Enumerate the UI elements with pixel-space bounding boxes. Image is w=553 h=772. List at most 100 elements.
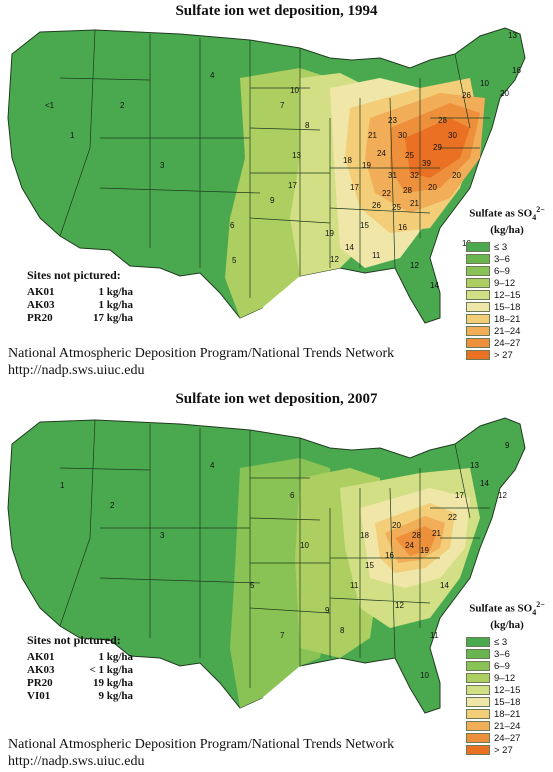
site-label: 18: [360, 531, 369, 540]
site-code: AK03: [27, 664, 55, 676]
legend-items: ≤ 3 3–6 6–9 9–12 12–15 15–18 18–21 21–24 24–27 > …: [466, 637, 548, 756]
map-title: Sulfate ion wet deposition, 2007: [175, 391, 378, 407]
legend-label: 12–15: [494, 684, 521, 696]
legend-item: ≤ 3: [466, 242, 548, 253]
footer-program: National Atmospheric Deposition Program/…: [8, 346, 395, 361]
footer-program: National Atmospheric Deposition Program/…: [8, 737, 395, 752]
site-label: 10: [480, 79, 489, 88]
site-label: 15: [365, 561, 374, 570]
site-row: AK03 1 kg/ha: [27, 299, 133, 312]
site-label: 7: [280, 631, 285, 640]
site-label: 28: [403, 186, 412, 195]
zone-24-27: [395, 526, 437, 556]
site-label: 20: [452, 171, 461, 180]
footer-url: http://nadp.sws.uiuc.edu: [8, 363, 145, 378]
site-label: 17: [288, 181, 297, 190]
site-label: <1: [45, 101, 55, 110]
map-panel-2007: Sulfate ion wet deposition, 2007: [0, 386, 553, 772]
site-label: 2: [120, 101, 125, 110]
map-title: Sulfate ion wet deposition, 1994: [175, 3, 378, 19]
legend-swatch: [466, 302, 490, 313]
legend-item: > 27: [466, 745, 548, 756]
site-label: 25: [392, 203, 401, 212]
sites-not-pictured-title: Sites not pictured:: [27, 268, 121, 282]
site-row: VI01 9 kg/ha: [27, 690, 133, 703]
site-label: 5: [232, 256, 237, 265]
legend-label: 21–24: [494, 720, 521, 732]
site-label: 20: [428, 183, 437, 192]
legend-label: ≤ 3: [494, 241, 508, 253]
site-label: 17: [350, 183, 359, 192]
legend-label: 6–9: [494, 265, 510, 277]
site-label: 21: [368, 131, 377, 140]
site-label: 25: [405, 151, 414, 160]
site-code: PR20: [27, 312, 53, 324]
site-label: 5: [250, 581, 255, 590]
site-label: 8: [340, 626, 345, 635]
site-label: 20: [392, 521, 401, 530]
site-label: 16: [398, 223, 407, 232]
legend-item: > 27: [466, 350, 548, 361]
site-label: 24: [377, 149, 386, 158]
site-value: 17 kg/ha: [92, 312, 133, 324]
legend-swatch: [466, 685, 490, 696]
site-label: 9: [325, 606, 330, 615]
legend-item: 15–18: [466, 302, 548, 313]
legend-label: ≤ 3: [494, 636, 508, 648]
legend-label: > 27: [494, 349, 513, 361]
site-label: 13: [508, 31, 517, 40]
site-value: < 1 kg/ha: [89, 664, 133, 676]
site-label: 22: [382, 189, 391, 198]
site-label: 9: [505, 441, 510, 450]
legend-swatch: [466, 733, 490, 744]
legend: Sulfate as SO42− (kg/ha) ≤ 3 3–6 6–9 9–12 12…: [466, 203, 548, 361]
legend-label: 3–6: [494, 648, 510, 660]
footer: National Atmospheric Deposition Program/…: [8, 345, 394, 379]
legend-swatch: [466, 266, 490, 277]
site-label: 30: [398, 131, 407, 140]
site-value: 9 kg/ha: [98, 690, 133, 702]
site-code: PR20: [27, 677, 53, 689]
legend-swatch: [466, 697, 490, 708]
zone-over-27: [405, 118, 470, 178]
site-label: 19: [420, 546, 429, 555]
site-label: 2: [110, 501, 115, 510]
site-label: 11: [430, 631, 439, 640]
legend-item: 12–15: [466, 685, 548, 696]
legend-swatch: [466, 314, 490, 325]
site-code: VI01: [27, 690, 51, 702]
site-label: 1: [60, 481, 65, 490]
site-row: AK01 1 kg/ha: [27, 651, 133, 664]
site-label: 14: [345, 243, 354, 252]
site-label: 4: [210, 461, 215, 470]
map-panel-1994: Sulfate ion wet deposition, 1994: [7, 3, 548, 379]
legend-label: 15–18: [494, 696, 521, 708]
site-label: 7: [280, 101, 285, 110]
legend-item: 24–27: [466, 733, 548, 744]
site-row: AK03 < 1 kg/ha: [27, 664, 133, 677]
site-label: 20: [500, 89, 509, 98]
legend-swatch: [466, 721, 490, 732]
site-row: PR20 17 kg/ha: [27, 312, 133, 325]
legend-label: 18–21: [494, 708, 521, 720]
site-label: 24: [405, 541, 414, 550]
site-label: 6: [230, 221, 235, 230]
legend-item: 12–15: [466, 290, 548, 301]
legend-swatch: [466, 673, 490, 684]
site-label: 16: [512, 66, 521, 75]
site-label: 15: [360, 221, 369, 230]
site-label: 12: [395, 601, 404, 610]
legend-label: 9–12: [494, 277, 516, 289]
legend-label: 15–18: [494, 301, 521, 313]
site-value: 1 kg/ha: [98, 651, 133, 663]
site-label: 39: [422, 159, 431, 168]
site-label: 29: [433, 143, 442, 152]
site-label: 12: [410, 261, 419, 270]
site-label: 11: [372, 251, 381, 260]
site-label: 13: [292, 151, 301, 160]
legend-swatch: [466, 745, 490, 756]
site-label: 28: [412, 531, 421, 540]
site-label: 19: [325, 229, 334, 238]
legend-item: 6–9: [466, 266, 548, 277]
site-label: 4: [210, 71, 215, 80]
